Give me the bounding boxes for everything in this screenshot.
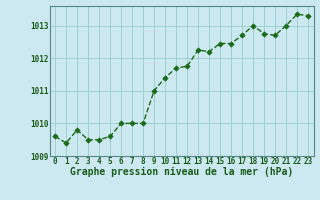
X-axis label: Graphe pression niveau de la mer (hPa): Graphe pression niveau de la mer (hPa) [70,167,293,177]
